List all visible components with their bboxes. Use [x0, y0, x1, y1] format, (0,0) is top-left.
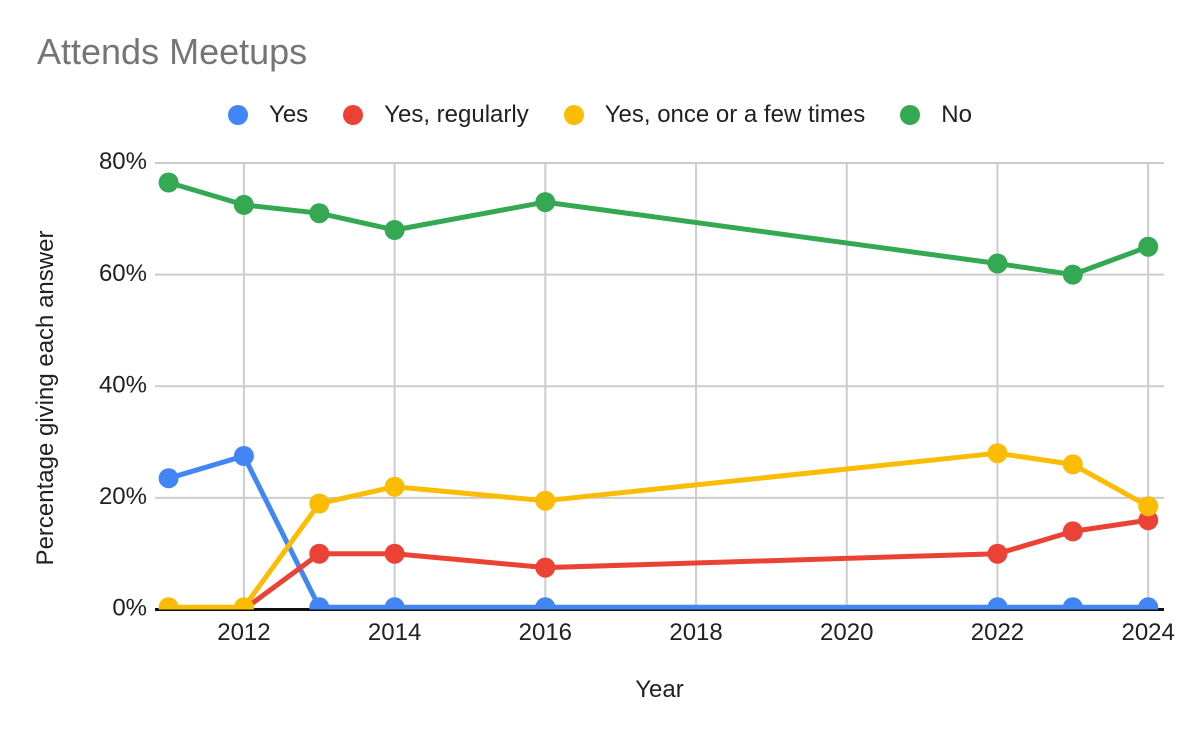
data-point-no-2016: [535, 192, 556, 213]
y-tick-label-0: 0%: [112, 595, 147, 622]
series-layer: [158, 172, 1159, 610]
legend-item-no: No: [900, 101, 972, 129]
series-line-yes: [166, 453, 1151, 610]
data-point-yes-2022: [987, 597, 1008, 610]
data-point-no-2011: [158, 172, 179, 193]
data-point-yes-2011: [158, 468, 179, 489]
chart-title: Attends Meetups: [37, 31, 308, 72]
x-tick-label-2014: 2014: [368, 619, 421, 646]
data-point-yes-once-or-a-few-times-2023: [1062, 454, 1083, 475]
x-tick-label-2024: 2024: [1121, 619, 1174, 646]
series-yes-once-or-a-few-times: [158, 443, 1159, 610]
data-point-no-2023: [1062, 264, 1083, 285]
data-point-yes-2013: [309, 597, 330, 610]
legend: Yes Yes, regularly Yes, once or a few time…: [0, 101, 1200, 129]
x-tick-label-2012: 2012: [217, 619, 270, 646]
y-tick-label-60: 60%: [99, 260, 147, 287]
x-axis-title: Year: [635, 676, 684, 703]
y-tick-label-20: 20%: [99, 483, 147, 510]
legend-label-yes-regularly: Yes, regularly: [384, 101, 529, 128]
data-point-no-2013: [309, 203, 330, 224]
legend-dot-no: [900, 105, 921, 125]
data-point-yes-regularly-2014: [384, 543, 405, 564]
x-tick-label-2020: 2020: [820, 619, 873, 646]
data-point-yes-2024: [1138, 597, 1159, 610]
data-point-no-2012: [233, 194, 254, 215]
data-point-yes-once-or-a-few-times-2011: [158, 597, 179, 610]
legend-dot-yes-regularly: [343, 105, 364, 125]
series-yes-regularly: [233, 510, 1159, 610]
legend-item-yes-regularly: Yes, regularly: [343, 101, 529, 129]
data-point-yes-regularly-2016: [535, 557, 556, 578]
data-point-yes-once-or-a-few-times-2013: [309, 493, 330, 514]
data-point-no-2024: [1138, 236, 1159, 257]
series-no: [158, 172, 1159, 285]
data-point-yes-regularly-2022: [987, 543, 1008, 564]
x-tick-label-2016: 2016: [519, 619, 572, 646]
data-point-yes-once-or-a-few-times-2024: [1138, 496, 1159, 517]
data-point-no-2022: [987, 253, 1008, 274]
y-tick-label-80: 80%: [99, 148, 147, 175]
data-point-yes-regularly-2013: [309, 543, 330, 564]
legend-dot-yes-once-or-a-few-times: [563, 105, 584, 125]
x-tick-label-2022: 2022: [971, 619, 1024, 646]
y-tick-label-40: 40%: [99, 371, 147, 398]
data-point-yes-2014: [384, 597, 405, 610]
data-point-no-2014: [384, 220, 405, 240]
data-point-yes-regularly-2023: [1062, 521, 1083, 542]
data-point-yes-once-or-a-few-times-2022: [987, 443, 1008, 464]
data-point-yes-2012: [233, 446, 254, 466]
legend-item-yes: Yes: [228, 101, 308, 129]
series-line-yes-once-or-a-few-times: [166, 450, 1151, 610]
legend-label-no: No: [941, 101, 972, 128]
x-tick-label-2018: 2018: [669, 619, 722, 646]
data-point-yes-once-or-a-few-times-2014: [384, 476, 405, 497]
data-point-yes-2023: [1062, 597, 1083, 610]
data-point-yes-2016: [535, 597, 556, 610]
legend-label-yes-once-or-a-few-times: Yes, once or a few times: [604, 101, 866, 128]
series-yes: [158, 446, 1159, 610]
data-point-yes-regularly-2024: [1138, 510, 1159, 531]
legend-label-yes: Yes: [269, 101, 309, 128]
data-point-yes-once-or-a-few-times-2012: [233, 597, 254, 610]
legend-item-yes-once-or-a-few-times: Yes, once or a few times: [563, 101, 866, 129]
legend-dot-yes: [228, 105, 249, 125]
data-point-yes-once-or-a-few-times-2016: [535, 490, 556, 511]
series-line-no: [166, 180, 1151, 278]
